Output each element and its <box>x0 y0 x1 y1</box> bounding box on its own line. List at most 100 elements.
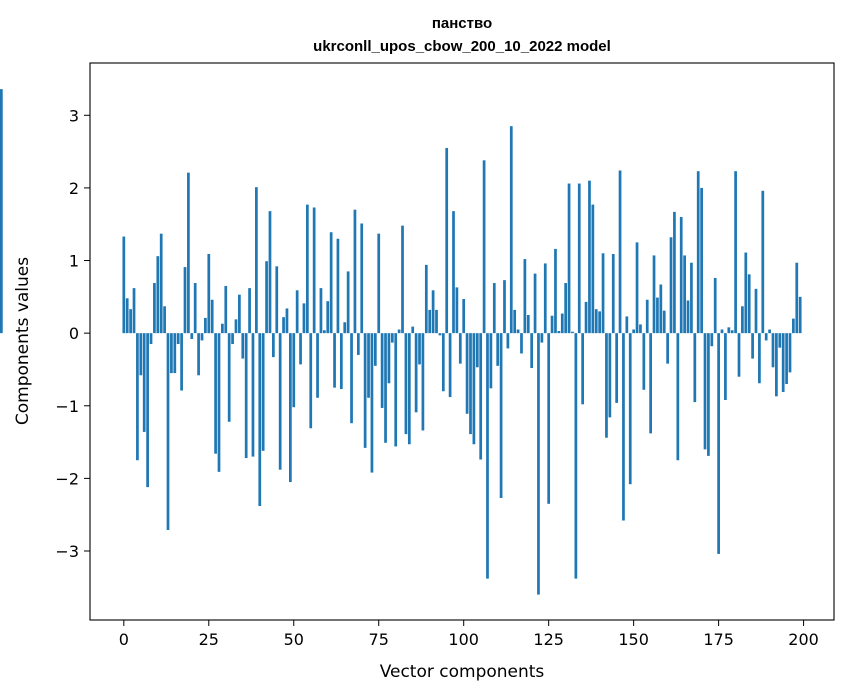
bar <box>628 333 632 485</box>
x-tick-label: 125 <box>533 630 564 649</box>
x-tick-label: 150 <box>618 630 649 649</box>
bar <box>666 333 669 364</box>
plot-frame <box>89 62 835 621</box>
bar <box>496 333 500 366</box>
bar <box>261 333 265 451</box>
x-tick-label: 50 <box>284 630 304 649</box>
bar <box>645 299 649 334</box>
bar <box>370 333 374 473</box>
bar <box>377 233 381 334</box>
bar <box>122 236 126 334</box>
bar <box>404 333 408 435</box>
bar <box>554 248 557 334</box>
bar <box>649 333 652 434</box>
bar <box>509 126 513 334</box>
bar <box>639 324 642 334</box>
y-tick-label: 0 <box>69 324 79 343</box>
bar <box>751 333 754 359</box>
bar <box>571 331 574 334</box>
bar <box>387 333 391 384</box>
bar <box>781 333 785 392</box>
x-tick-label: 100 <box>448 630 479 649</box>
bar <box>390 333 394 343</box>
bar <box>503 280 506 334</box>
bar <box>302 303 306 334</box>
bar <box>632 329 635 334</box>
bar <box>210 299 214 334</box>
bar <box>452 211 455 334</box>
bar <box>574 333 578 579</box>
bar <box>465 333 469 414</box>
bar <box>741 306 744 334</box>
bar <box>445 147 449 334</box>
bar <box>475 333 479 368</box>
y-tick-label: 2 <box>69 179 79 198</box>
bar <box>435 309 438 334</box>
bar <box>214 333 217 454</box>
bar <box>492 283 496 334</box>
bar <box>611 253 615 334</box>
bar <box>798 296 802 334</box>
bar <box>251 333 255 457</box>
bar <box>724 333 727 400</box>
bar <box>125 298 129 334</box>
bar <box>458 333 462 364</box>
y-tick-label: −2 <box>55 469 79 488</box>
bar <box>792 318 795 334</box>
bar <box>584 301 588 334</box>
x-tick-label: 175 <box>703 630 734 649</box>
bar <box>754 288 758 334</box>
bar <box>227 333 231 422</box>
bar <box>557 330 561 334</box>
bar <box>530 333 534 369</box>
bar <box>605 333 608 438</box>
bar <box>795 262 799 334</box>
bar <box>217 333 221 472</box>
x-tick-label: 0 <box>119 630 129 649</box>
bar <box>431 290 435 334</box>
bar <box>346 271 350 334</box>
bar <box>486 333 489 579</box>
bar <box>401 225 404 334</box>
bar <box>768 329 771 334</box>
bar <box>200 333 204 341</box>
bar <box>265 261 268 334</box>
bar <box>339 333 343 390</box>
bar <box>394 333 398 447</box>
bar <box>282 317 285 334</box>
bar <box>180 333 183 391</box>
bar <box>591 204 595 334</box>
x-tick-label: 25 <box>199 630 219 649</box>
bar <box>173 333 177 374</box>
bar <box>336 238 340 334</box>
bar <box>730 330 734 334</box>
bar <box>333 333 336 388</box>
bar <box>618 170 622 334</box>
bar <box>710 333 714 347</box>
bar <box>255 187 258 334</box>
bar <box>350 333 353 424</box>
x-tick-label: 75 <box>369 630 389 649</box>
bar <box>441 333 445 392</box>
bar <box>295 290 299 334</box>
y-tick-label: −1 <box>55 397 79 416</box>
bar <box>407 333 411 445</box>
bar <box>771 333 775 368</box>
bar <box>139 333 143 376</box>
bar <box>319 288 323 334</box>
bar <box>472 333 476 445</box>
x-axis-ticks: 0 25 50 75 100 125 150 175 200 <box>119 620 819 649</box>
bar <box>656 297 659 334</box>
bar <box>384 333 387 443</box>
bar <box>622 333 625 521</box>
bar <box>421 333 425 431</box>
y-tick-label: 3 <box>69 106 79 125</box>
bar <box>367 333 370 398</box>
bar <box>343 322 347 334</box>
bar <box>598 311 602 334</box>
bar <box>673 211 676 334</box>
bar <box>537 333 540 595</box>
bar <box>737 333 741 377</box>
bar <box>204 317 207 334</box>
bar <box>238 294 241 334</box>
